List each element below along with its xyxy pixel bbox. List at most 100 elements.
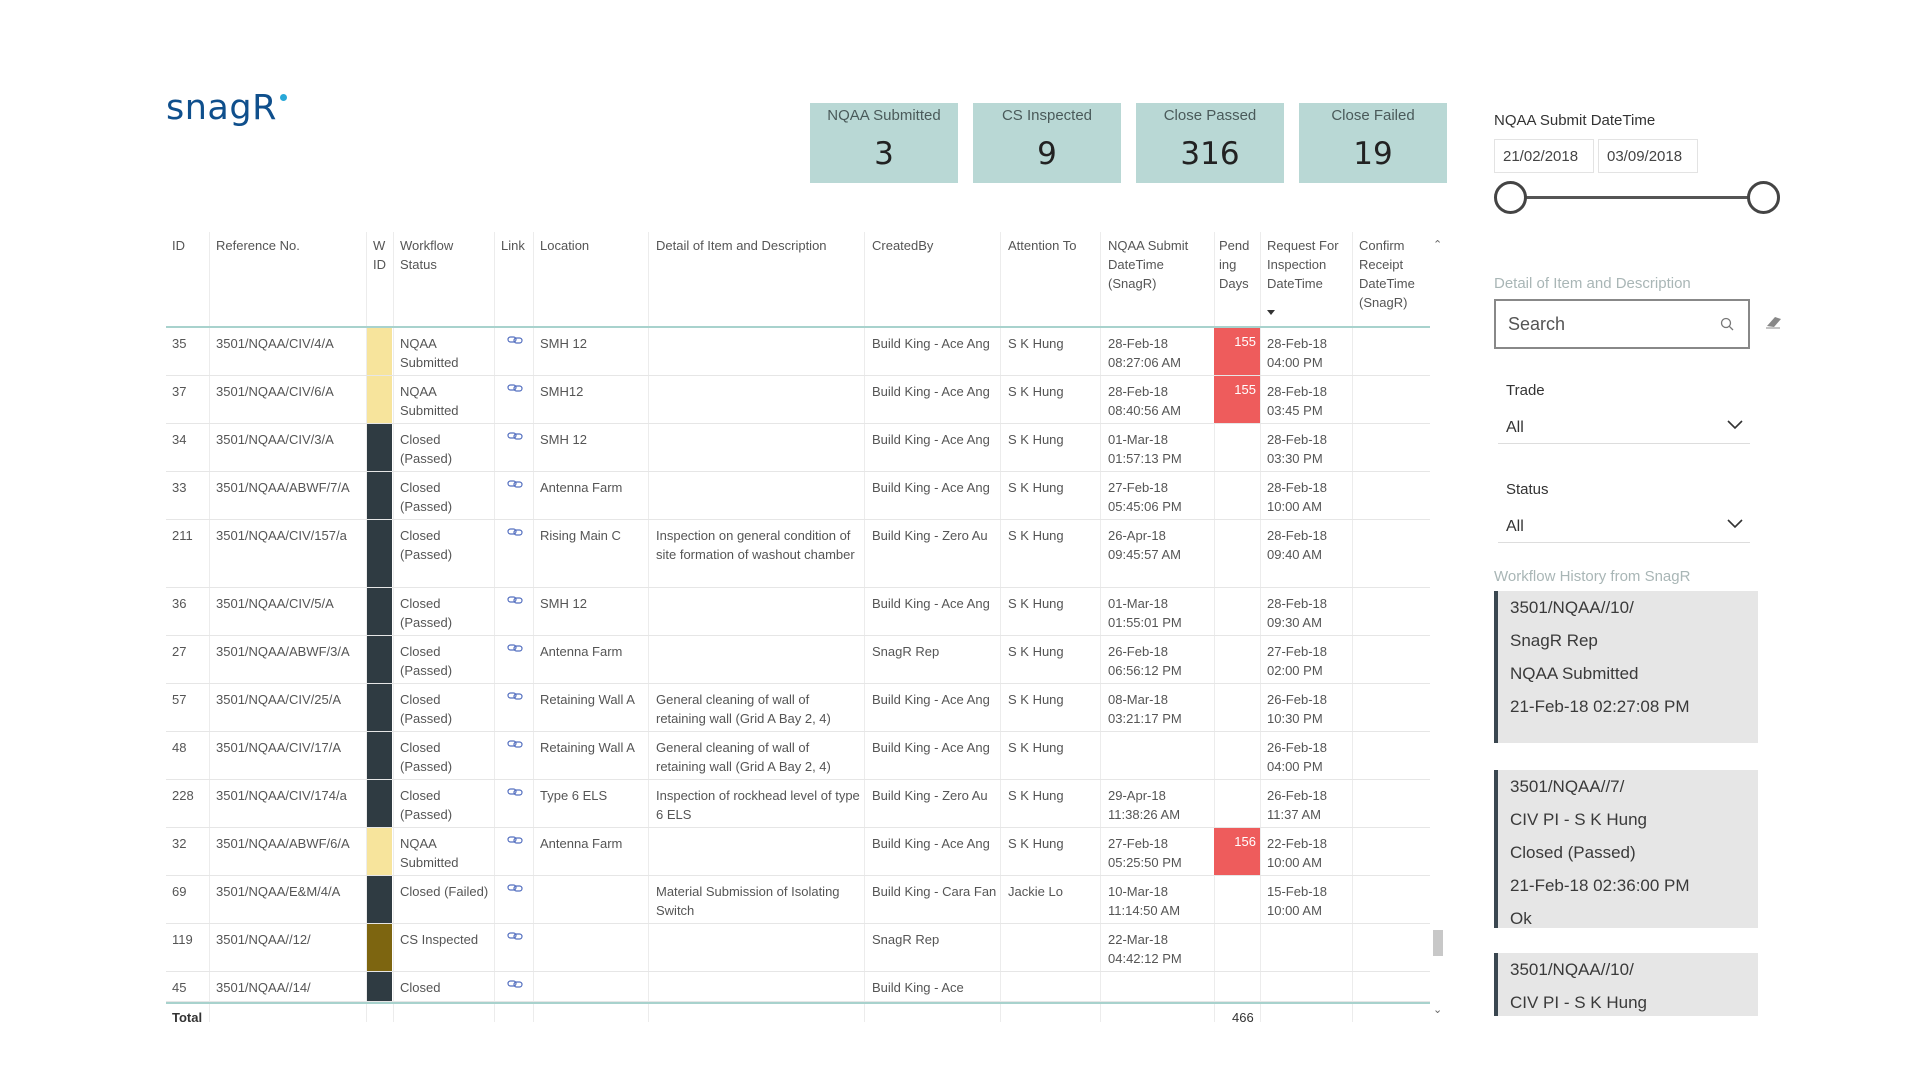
eraser-icon[interactable] xyxy=(1764,314,1784,330)
table-row[interactable]: 45 3501/NQAA//14/Closed Build King - Ace xyxy=(166,972,1430,1002)
table-row[interactable]: 35 3501/NQAA/CIV/4/A NQAA Submitted SMH 12 B… xyxy=(166,328,1430,376)
table-row[interactable]: 228 3501/NQAA/CIV/174/a Closed (Passed) Typ… xyxy=(166,780,1430,828)
kpi-nqaa-submitted[interactable]: NQAA Submitted 3 xyxy=(810,103,958,183)
date-slider-end-handle[interactable] xyxy=(1747,181,1780,214)
kpi-close-passed[interactable]: Close Passed 316 xyxy=(1136,103,1284,183)
link-icon[interactable] xyxy=(507,979,523,989)
scroll-thumb[interactable] xyxy=(1433,930,1443,956)
status-dropdown[interactable]: All xyxy=(1498,509,1750,543)
col-header-submit-datetime[interactable]: NQAA Submit DateTime (SnagR) xyxy=(1108,238,1189,291)
table-row[interactable]: 57 3501/NQAA/CIV/25/A Closed (Passed) Retai… xyxy=(166,684,1430,732)
col-header-reference[interactable]: Reference No. xyxy=(216,238,300,253)
cell-id: 119 xyxy=(172,932,193,947)
pending-days-badge: 155 xyxy=(1214,376,1260,423)
cell-reference: 3501/NQAA/CIV/174/a xyxy=(216,788,347,803)
history-card[interactable]: 3501/NQAA//7/ CIV PI - S K Hung Closed (… xyxy=(1494,770,1758,928)
cell-attention: S K Hung xyxy=(1008,480,1064,495)
cell-status: Closed (Passed) xyxy=(400,528,453,562)
pending-days-badge: 155 xyxy=(1214,328,1260,375)
cell-id: 37 xyxy=(172,384,187,399)
cell-attention: S K Hung xyxy=(1008,336,1064,351)
link-icon[interactable] xyxy=(507,479,523,489)
cell-id: 35 xyxy=(172,336,187,351)
link-icon[interactable] xyxy=(507,787,523,797)
col-header-link[interactable]: Link xyxy=(501,238,525,253)
cell-detail: Inspection on general condition of site … xyxy=(656,528,855,562)
history-line: 3501/NQAA//10/ xyxy=(1510,598,1634,617)
cell-request-datetime: 28-Feb-18 09:30 AM xyxy=(1267,596,1327,630)
table-row[interactable]: 36 3501/NQAA/CIV/5/A Closed (Passed) SMH 12… xyxy=(166,588,1430,636)
history-card[interactable]: 3501/NQAA//10/ CIV PI - S K Hung xyxy=(1494,953,1758,1016)
workflow-status-color xyxy=(367,636,392,683)
cell-request-datetime: 22-Feb-18 10:00 AM xyxy=(1267,836,1327,870)
col-header-id[interactable]: ID xyxy=(172,238,185,253)
workflow-status-color xyxy=(367,828,392,875)
cell-reference: 3501/NQAA/CIV/5/A xyxy=(216,596,334,611)
col-header-status[interactable]: Workflow Status xyxy=(400,238,454,272)
col-header-detail[interactable]: Detail of Item and Description xyxy=(656,238,827,253)
cell-request-datetime: 27-Feb-18 02:00 PM xyxy=(1267,644,1327,678)
date-end-input[interactable]: 03/09/2018 xyxy=(1598,139,1698,173)
link-icon[interactable] xyxy=(507,335,523,345)
search-icon xyxy=(1720,317,1734,331)
date-slider-start-handle[interactable] xyxy=(1494,181,1527,214)
history-line: 3501/NQAA//7/ xyxy=(1510,777,1625,796)
kpi-close-failed[interactable]: Close Failed 19 xyxy=(1299,103,1447,183)
cell-submit-datetime: 01-Mar-18 01:55:01 PM xyxy=(1108,596,1182,630)
cell-createdby: Build King - Cara Fan xyxy=(872,884,997,899)
link-icon[interactable] xyxy=(507,739,523,749)
col-header-request-datetime[interactable]: Request For Inspection DateTime xyxy=(1267,238,1339,291)
col-header-attention[interactable]: Attention To xyxy=(1008,238,1077,253)
sort-desc-icon[interactable] xyxy=(1267,310,1275,315)
link-icon[interactable] xyxy=(507,691,523,701)
cell-status: NQAA Submitted xyxy=(400,336,459,370)
table-row[interactable]: 27 3501/NQAA/ABWF/3/A Closed (Passed) Anten… xyxy=(166,636,1430,684)
cell-status: Closed (Passed) xyxy=(400,740,453,774)
cell-status: Closed xyxy=(400,980,441,995)
table-row[interactable]: 211 3501/NQAA/CIV/157/a Closed (Passed) Ris… xyxy=(166,520,1430,588)
trade-selected-value: All xyxy=(1506,419,1524,436)
cell-createdby: Build King - Ace Ang xyxy=(872,596,990,611)
cell-attention: S K Hung xyxy=(1008,836,1064,851)
table-row[interactable]: 48 3501/NQAA/CIV/17/A Closed (Passed) Retai… xyxy=(166,732,1430,780)
history-line: NQAA Submitted xyxy=(1510,664,1639,683)
cell-id: 32 xyxy=(172,836,187,851)
date-start-input[interactable]: 21/02/2018 xyxy=(1494,139,1594,173)
kpi-cs-inspected[interactable]: CS Inspected 9 xyxy=(973,103,1121,183)
table-scrollbar[interactable]: ⌃ ⌄ xyxy=(1432,232,1444,1016)
link-icon[interactable] xyxy=(507,595,523,605)
link-icon[interactable] xyxy=(507,431,523,441)
link-icon[interactable] xyxy=(507,527,523,537)
kpi-value: 316 xyxy=(1180,136,1240,172)
cell-detail: Inspection of rockhead level of type 6 E… xyxy=(656,788,860,822)
table-row[interactable]: 119 3501/NQAA//12/CS Inspected SnagR Rep 22… xyxy=(166,924,1430,972)
cell-status: Closed (Passed) xyxy=(400,692,453,726)
cell-submit-datetime: 22-Mar-18 04:42:12 PM xyxy=(1108,932,1182,966)
table-row[interactable]: 69 3501/NQAA/E&M/4/A Closed (Failed) Materi… xyxy=(166,876,1430,924)
col-header-wid[interactable]: W ID xyxy=(373,238,386,272)
link-icon[interactable] xyxy=(507,643,523,653)
link-icon[interactable] xyxy=(507,883,523,893)
table-row[interactable]: 34 3501/NQAA/CIV/3/A Closed (Passed) SMH 12… xyxy=(166,424,1430,472)
link-icon[interactable] xyxy=(507,931,523,941)
history-card[interactable]: 3501/NQAA//10/ SnagR Rep NQAA Submitted … xyxy=(1494,591,1758,743)
cell-id: 57 xyxy=(172,692,187,707)
link-icon[interactable] xyxy=(507,383,523,393)
table-row[interactable]: 32 3501/NQAA/ABWF/6/A NQAA Submitted Antenn… xyxy=(166,828,1430,876)
trade-dropdown[interactable]: All xyxy=(1498,410,1750,444)
table-row[interactable]: 37 3501/NQAA/CIV/6/A NQAA Submitted SMH12 Bu… xyxy=(166,376,1430,424)
col-header-pending-days[interactable]: Pend ing Days xyxy=(1219,238,1250,291)
col-header-location[interactable]: Location xyxy=(540,238,590,253)
search-input[interactable]: Search xyxy=(1494,299,1750,349)
col-header-createdby[interactable]: CreatedBy xyxy=(872,238,934,253)
workflow-status-color xyxy=(367,876,392,923)
col-header-confirm-datetime[interactable]: Confirm Receipt DateTime (SnagR) xyxy=(1359,238,1415,310)
table-row[interactable]: 33 3501/NQAA/ABWF/7/A Closed (Passed) Anten… xyxy=(166,472,1430,520)
link-icon[interactable] xyxy=(507,835,523,845)
cell-location: SMH 12 xyxy=(540,432,587,447)
kpi-value: 19 xyxy=(1353,136,1393,172)
date-slider-track[interactable] xyxy=(1509,196,1763,199)
cell-reference: 3501/NQAA/ABWF/7/A xyxy=(216,480,350,495)
scroll-up-icon[interactable]: ⌃ xyxy=(1433,239,1443,251)
scroll-down-icon[interactable]: ⌄ xyxy=(1433,1004,1443,1016)
